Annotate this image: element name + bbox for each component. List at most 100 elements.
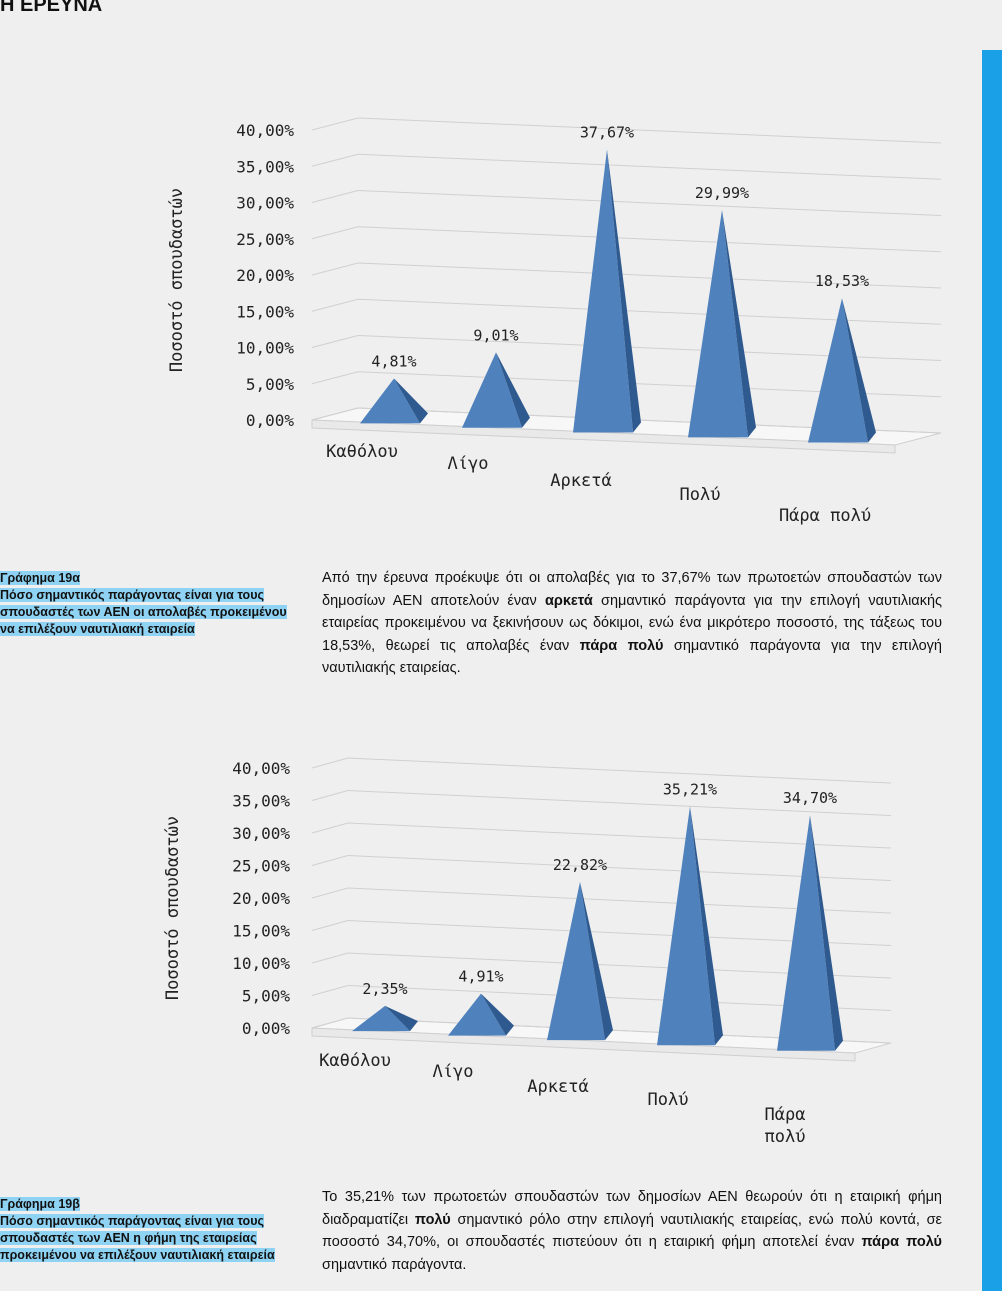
- gridline: [357, 262, 942, 289]
- y-tick-label: 25,00%: [236, 230, 294, 249]
- bar-front: [657, 806, 715, 1046]
- y-axis-label: Ποσοστό σπουδαστών: [167, 188, 187, 372]
- y-tick-label: 20,00%: [232, 889, 290, 908]
- bar-side: [481, 993, 514, 1036]
- gridline: [357, 226, 942, 253]
- gridline-side: [311, 226, 359, 240]
- y-tick-label: 10,00%: [236, 339, 294, 358]
- y-tick-label: 15,00%: [232, 922, 290, 941]
- data-label: 22,82%: [553, 856, 607, 874]
- gridline-side: [311, 1017, 349, 1029]
- x-category-label: Πάρα: [765, 1105, 806, 1125]
- paragraph-19a: Από την έρευνα προέκυψε ότι οι απολαβές …: [322, 567, 942, 680]
- y-tick-label: 5,00%: [242, 987, 291, 1006]
- gridline-side: [311, 262, 359, 276]
- gridline-side: [311, 298, 359, 312]
- data-label: 4,91%: [458, 968, 503, 986]
- y-tick-label: 15,00%: [236, 302, 294, 321]
- paragraph-bold: αρκετά: [544, 592, 593, 609]
- chart-19a-svg: 0,00% 5,00% 10,00% 15,00% 20,00% 25,00% 30,00%…: [167, 117, 942, 526]
- gridline-side: [311, 407, 359, 421]
- caption-19a: Γράφημα 19α Πόσο σημαντικός παράγοντας ε…: [0, 570, 296, 638]
- gridline: [347, 855, 892, 881]
- caption-title: Γράφημα 19β: [0, 1197, 80, 1211]
- bar-side: [810, 815, 843, 1051]
- gridline-side: [311, 887, 349, 899]
- section-header: Η ΕΡΕΥΝΑ: [0, 0, 103, 16]
- gridline-side: [311, 920, 349, 931]
- gridline-side: [311, 790, 349, 801]
- y-tick-label: 20,00%: [236, 266, 294, 285]
- bar-side: [690, 806, 723, 1046]
- bar-side: [394, 378, 428, 424]
- y-tick-label: 10,00%: [232, 954, 290, 973]
- data-label: 29,99%: [695, 184, 749, 202]
- y-tick-label: 5,00%: [246, 375, 295, 394]
- paragraph-19b: Το 35,21% των πρωτοετών σπουδαστών των δ…: [322, 1186, 942, 1276]
- bar-front: [777, 815, 835, 1051]
- paragraph-text: σημαντικό ρόλο στην επιλογή ναυτιλιακής …: [322, 1211, 942, 1251]
- gridline-side: [311, 952, 349, 964]
- x-category-label: πολύ: [765, 1127, 806, 1147]
- bar-front: [360, 378, 420, 424]
- paragraph-bold: πολύ: [414, 1211, 451, 1228]
- x-category-label: Λίγο: [448, 454, 489, 474]
- page-edge-stripe: [982, 50, 1002, 1291]
- bar-side: [496, 352, 530, 428]
- gridline-side: [311, 117, 359, 131]
- y-axis-label: Ποσοστό σπουδαστών: [163, 816, 183, 1000]
- bar-front: [547, 881, 605, 1041]
- gridline: [357, 298, 942, 325]
- chart-19a: 0,00% 5,00% 10,00% 15,00% 20,00% 25,00% 30,00%…: [0, 100, 950, 540]
- paragraph-text: σημαντικό παράγοντα για την επιλογή ναυτ…: [322, 637, 942, 677]
- x-category-label: Αρκετά: [527, 1077, 588, 1097]
- x-category-label: Καθόλου: [319, 1051, 391, 1071]
- gridline: [357, 117, 942, 144]
- bar-side: [722, 209, 756, 438]
- paragraph-bold: πάρα πολύ: [861, 1234, 942, 1250]
- data-label: 18,53%: [815, 272, 869, 290]
- caption-body: Πόσο σημαντικός παράγοντας είναι για του…: [0, 1214, 275, 1262]
- x-category-label: Πολύ: [648, 1090, 689, 1110]
- x-category-label: Καθόλου: [326, 442, 398, 462]
- y-tick-label: 0,00%: [246, 411, 295, 430]
- gridline: [347, 757, 892, 784]
- chart-19b: 0,00% 5,00% 10,00% 15,00% 20,00% 25,00% 30,00%…: [0, 740, 950, 1160]
- bar-front: [808, 298, 868, 443]
- bar-front: [448, 993, 506, 1036]
- paragraph-text: Το 35,21% των πρωτοετών σπουδαστών των δ…: [322, 1189, 942, 1228]
- y-tick-label: 30,00%: [236, 194, 294, 213]
- x-category-label: Πολύ: [680, 485, 721, 505]
- gridline-side: [311, 855, 349, 866]
- x-category-label: Λίγο: [433, 1062, 474, 1082]
- data-label: 9,01%: [473, 326, 518, 344]
- bar-side: [842, 298, 876, 443]
- gridline-side: [311, 153, 359, 167]
- data-label: 37,67%: [580, 123, 634, 141]
- bar-front: [688, 209, 748, 438]
- gridline: [357, 190, 942, 216]
- caption-body: Πόσο σημαντικός παράγοντας είναι για του…: [0, 588, 287, 636]
- paragraph-text: Από την έρευνα προέκυψε ότι οι απολαβές …: [322, 570, 942, 609]
- paragraph-bold: πάρα πολύ: [579, 637, 664, 654]
- bar-front: [573, 149, 633, 433]
- gridline-side: [311, 985, 349, 996]
- bar-side: [580, 881, 613, 1041]
- data-label: 2,35%: [362, 980, 407, 998]
- paragraph-text: σημαντικό παράγοντα.: [322, 1256, 467, 1273]
- y-tick-label: 30,00%: [232, 824, 290, 843]
- data-label: 35,21%: [663, 780, 717, 798]
- y-tick-label: 25,00%: [232, 857, 290, 876]
- gridline-side: [311, 757, 349, 769]
- chart-19b-svg: 0,00% 5,00% 10,00% 15,00% 20,00% 25,00% 30,00%…: [163, 757, 892, 1147]
- bar-side: [607, 149, 641, 433]
- y-tick-label: 40,00%: [232, 759, 290, 778]
- gridline: [347, 822, 892, 849]
- y-tick-label: 35,00%: [232, 792, 290, 811]
- x-category-label: Πάρα πολύ: [779, 506, 871, 526]
- caption-19b: Γράφημα 19β Πόσο σημαντικός παράγοντας ε…: [0, 1196, 296, 1264]
- gridline-side: [311, 190, 359, 203]
- gridline: [347, 790, 892, 816]
- x-category-label: Αρκετά: [550, 471, 611, 491]
- bar-side: [385, 1005, 418, 1032]
